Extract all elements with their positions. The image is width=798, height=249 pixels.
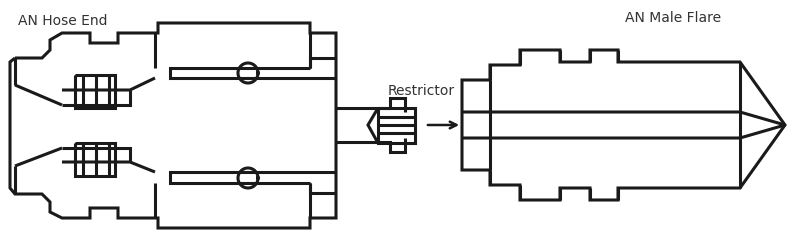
Text: AN Hose End: AN Hose End [18, 14, 108, 28]
Text: AN Male Flare: AN Male Flare [625, 11, 721, 25]
Text: Restrictor: Restrictor [388, 84, 455, 98]
